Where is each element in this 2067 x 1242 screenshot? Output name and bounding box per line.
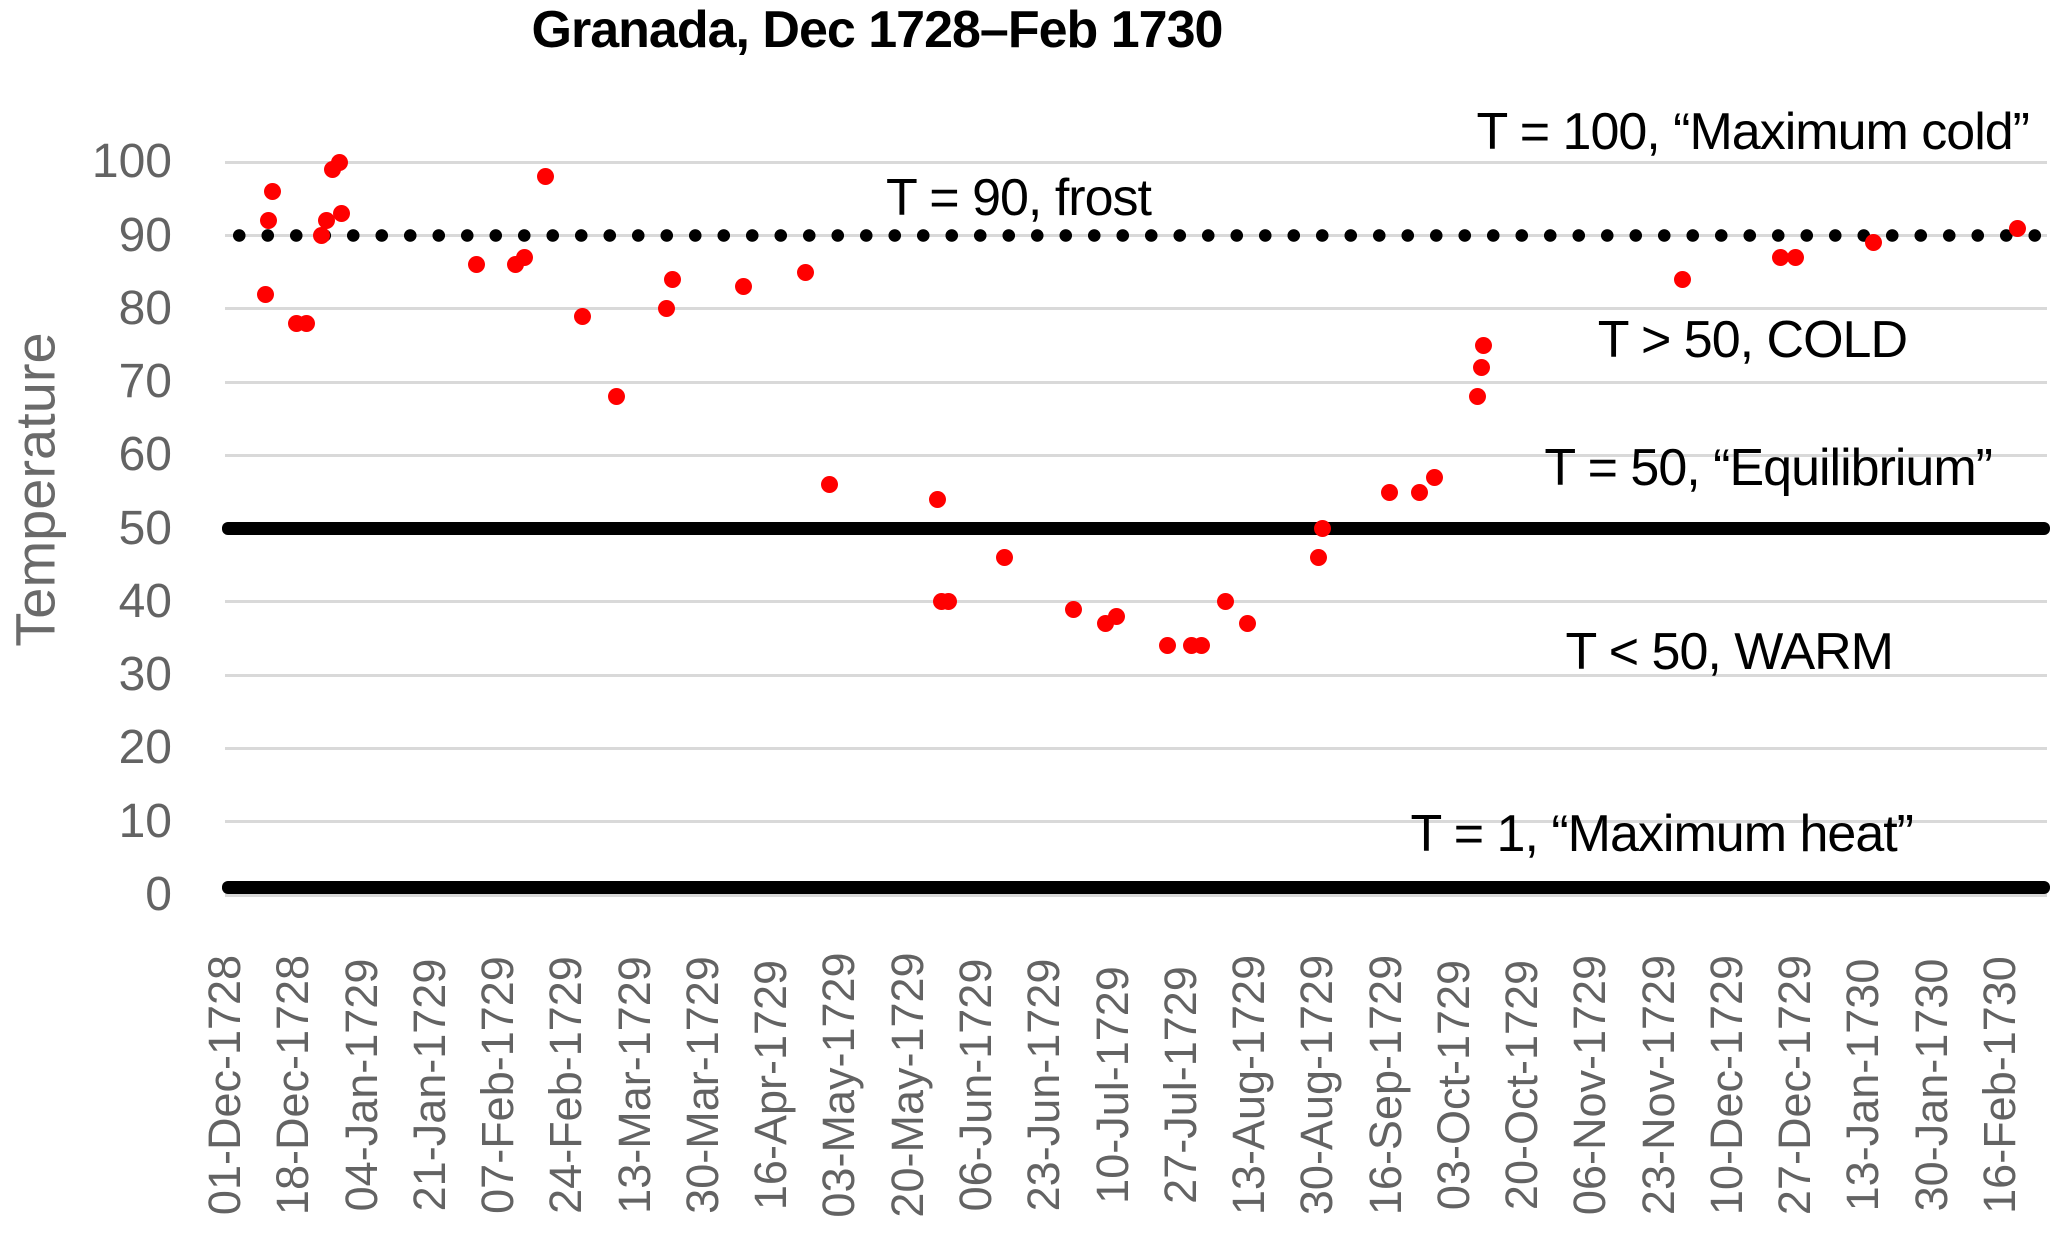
data-point: [797, 263, 815, 281]
data-point: [297, 314, 315, 332]
data-point: [1216, 593, 1234, 611]
data-point: [1381, 483, 1399, 501]
data-point: [1065, 600, 1083, 618]
x-tick-label: 03-Oct-1729: [1427, 959, 1479, 1211]
x-tick-label: 06-Nov-1729: [1564, 954, 1616, 1216]
gridline: [225, 600, 2047, 604]
data-point: [1475, 336, 1493, 354]
x-tick-label: 13-Jan-1730: [1837, 958, 1889, 1212]
data-point: [1674, 271, 1692, 289]
data-point: [1108, 608, 1126, 626]
y-tick-label: 70: [118, 355, 172, 409]
data-point: [1865, 234, 1883, 252]
data-point: [536, 168, 554, 186]
data-point: [1159, 637, 1177, 655]
x-tick-label: 20-Oct-1729: [1496, 959, 1548, 1211]
data-point: [312, 227, 330, 245]
data-point: [333, 205, 351, 223]
data-point: [1469, 388, 1487, 406]
x-tick-label: 24-Feb-1729: [540, 956, 592, 1214]
y-tick-label: 30: [118, 648, 172, 702]
x-tick-label: 16-Apr-1729: [745, 959, 797, 1211]
y-axis-title: Temperature: [3, 332, 67, 647]
x-tick-label: 30-Aug-1729: [1291, 954, 1343, 1216]
data-point: [1771, 249, 1789, 267]
data-point: [318, 212, 336, 230]
data-point: [1192, 637, 1210, 655]
x-tick-label: 21-Jan-1729: [403, 958, 455, 1212]
data-point: [996, 549, 1014, 567]
data-point: [658, 300, 676, 318]
x-tick-label: 16-Sep-1729: [1359, 954, 1411, 1216]
y-tick-label: 0: [145, 868, 172, 921]
x-tick-label: 03-May-1729: [813, 952, 865, 1218]
x-tick-label: 30-Mar-1729: [676, 956, 728, 1214]
data-point: [820, 476, 838, 494]
x-tick-label: 06-Jun-1729: [949, 958, 1001, 1212]
data-point: [256, 285, 274, 303]
data-point: [928, 490, 946, 508]
data-point: [664, 271, 682, 289]
y-tick-label: 40: [118, 574, 172, 628]
data-point: [940, 593, 958, 611]
x-tick-label: 13-Mar-1729: [608, 956, 660, 1214]
data-point: [573, 307, 591, 325]
y-tick-label: 50: [118, 501, 172, 555]
gridline: [225, 893, 2047, 897]
y-tick-label: 10: [118, 794, 172, 848]
x-tick-label: 27-Dec-1729: [1769, 954, 1821, 1216]
x-tick-label: 27-Jul-1729: [1154, 966, 1206, 1204]
equilibrium-line: [222, 522, 2050, 536]
x-tick-label: 04-Jan-1729: [335, 958, 387, 1212]
annotation-maximum-heat: T = 1, “Maximum heat”: [1410, 805, 1914, 863]
data-point: [1313, 520, 1331, 538]
data-point: [735, 278, 753, 296]
x-tick-label: 23-Jun-1729: [1018, 958, 1070, 1212]
gridline: [225, 820, 2047, 824]
data-point: [1411, 483, 1429, 501]
x-tick-label: 10-Dec-1729: [1700, 954, 1752, 1216]
annotation-frost: T = 90, frost: [886, 169, 1152, 227]
annotation-cold: T > 50, COLD: [1597, 311, 1908, 369]
chart-title: Granada, Dec 1728–Feb 1730: [531, 1, 1224, 59]
y-tick-label: 20: [118, 721, 172, 775]
data-point: [264, 183, 282, 201]
gridline: [225, 673, 2047, 677]
data-point: [1786, 249, 1804, 267]
data-point: [468, 256, 486, 274]
x-tick-label: 16-Feb-1730: [1974, 956, 2026, 1214]
annotation-warm: T < 50, WARM: [1565, 623, 1894, 681]
data-point: [331, 153, 349, 171]
annotation-equilibrium: T = 50, “Equilibrium”: [1544, 439, 1993, 497]
gridline: [225, 746, 2047, 750]
data-point: [1472, 358, 1490, 376]
x-tick-label: 10-Jul-1729: [1086, 966, 1138, 1204]
annotation-maximum-cold: T = 100, “Maximum cold”: [1476, 103, 2030, 161]
y-tick-label: 60: [118, 428, 172, 482]
data-point: [2008, 219, 2026, 237]
gridline: [225, 380, 2047, 384]
data-point: [1239, 615, 1257, 633]
y-tick-label: 100: [91, 135, 172, 189]
x-tick-label: 07-Feb-1729: [472, 956, 524, 1214]
data-point: [515, 249, 533, 267]
data-point: [259, 212, 277, 230]
y-tick-label: 80: [118, 281, 172, 335]
data-point: [1309, 549, 1327, 567]
x-tick-label: 23-Nov-1729: [1632, 954, 1684, 1216]
gridline: [225, 453, 2047, 457]
data-point: [607, 388, 625, 406]
gridline: [225, 307, 2047, 311]
maximum-heat-line: [222, 881, 2050, 895]
data-point: [1425, 468, 1443, 486]
x-tick-label: 13-Aug-1729: [1223, 954, 1275, 1216]
x-tick-label: 01-Dec-1728: [199, 954, 250, 1216]
x-tick-label: 30-Jan-1730: [1905, 958, 1957, 1212]
gridline: [225, 160, 2047, 164]
y-tick-label: 90: [118, 208, 172, 262]
x-tick-label: 20-May-1729: [881, 952, 933, 1218]
frost-dotted-line: [225, 229, 2047, 243]
x-tick-label: 18-Dec-1728: [267, 954, 319, 1216]
